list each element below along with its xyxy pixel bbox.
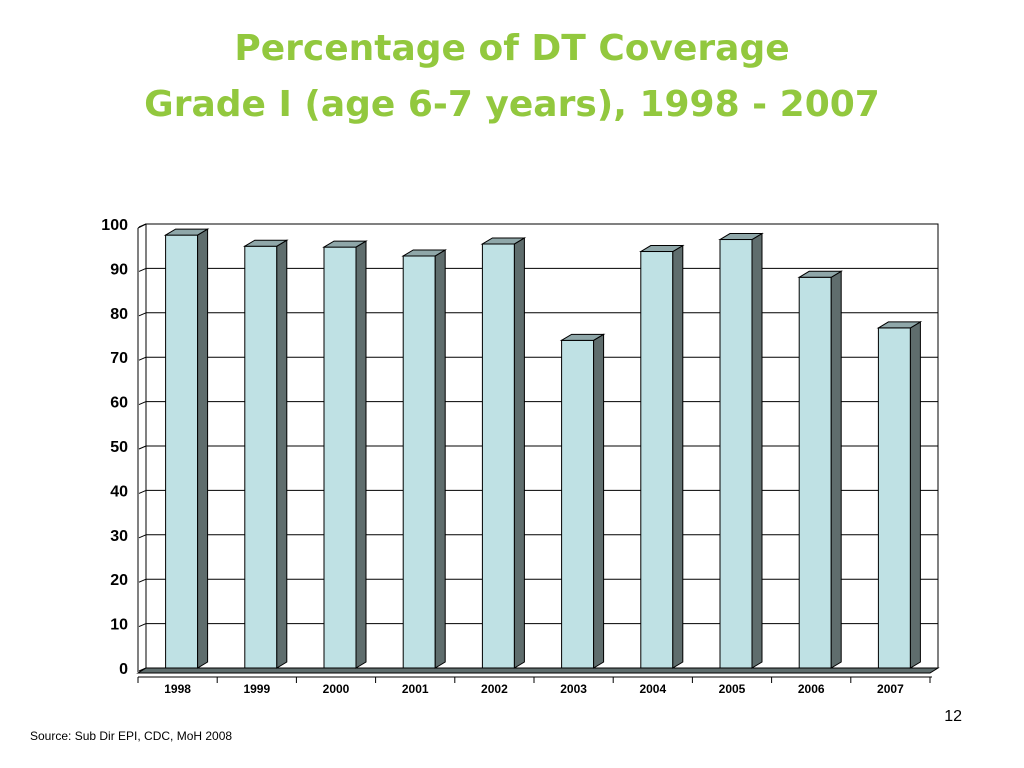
bar-side	[197, 228, 209, 669]
page-number: 12	[944, 708, 962, 725]
bar-top	[638, 245, 685, 253]
y-tick	[138, 267, 147, 272]
y-tick	[138, 312, 147, 317]
chart-title-line-2: Grade I (age 6-7 years), 1998 - 2007	[144, 84, 880, 125]
y-tick-label: 70	[110, 350, 128, 367]
bar-front	[481, 243, 515, 669]
x-tick-label: 2003	[560, 682, 587, 696]
y-tick-label: 80	[110, 306, 128, 323]
bar-side	[751, 232, 763, 669]
bar-top	[401, 249, 448, 257]
y-tick-label: 10	[110, 617, 128, 634]
y-tick-label: 30	[110, 528, 128, 545]
bar-front	[561, 339, 595, 669]
y-tick	[138, 356, 147, 361]
y-tick-label: 40	[110, 483, 128, 500]
bar-side	[513, 237, 525, 669]
x-tick-label: 2000	[323, 682, 350, 696]
bar-front	[798, 276, 832, 669]
y-tick	[138, 623, 147, 628]
y-tick-label: 20	[110, 572, 128, 589]
bar-front	[640, 251, 674, 669]
bar-front	[165, 234, 199, 669]
y-axis-top	[137, 223, 147, 229]
y-tick	[138, 401, 147, 406]
bar-side	[830, 270, 842, 669]
bar-top	[718, 233, 764, 241]
y-tick	[138, 489, 147, 494]
y-tick	[138, 445, 147, 450]
y-tick-label: 50	[110, 439, 128, 456]
bar-front	[719, 239, 753, 669]
bar-side	[276, 239, 288, 669]
bar-top	[163, 228, 210, 236]
x-tick-label: 2004	[639, 682, 666, 696]
source-note: Source: Sub Dir EPI, CDC, MoH 2008	[30, 729, 233, 743]
bar-side	[593, 333, 605, 669]
y-tick-label: 60	[110, 395, 128, 412]
bar-top	[242, 239, 289, 247]
bar-top	[797, 270, 844, 278]
y-tick-label: 100	[101, 217, 128, 234]
bar-top	[480, 237, 527, 245]
chart-title-line-1: Percentage of DT Coverage	[234, 28, 790, 69]
bar-side	[909, 321, 921, 669]
bar-top	[559, 333, 606, 341]
x-tick-label: 1998	[164, 682, 191, 696]
bar-top	[322, 240, 368, 248]
bar-side	[434, 249, 446, 669]
x-tick-label: 2002	[481, 682, 508, 696]
bar-side	[672, 244, 684, 669]
x-tick-label: 2007	[877, 682, 904, 696]
x-tick-label: 2001	[402, 682, 429, 696]
bar-top	[876, 321, 923, 329]
bar-side	[355, 240, 367, 669]
y-tick	[138, 534, 147, 539]
x-tick-label: 2006	[798, 682, 825, 696]
y-tick-label: 90	[110, 261, 128, 278]
y-tick-label: 0	[119, 661, 128, 678]
x-tick-label: 2005	[719, 682, 746, 696]
bar-front	[244, 245, 278, 669]
y-tick	[138, 578, 147, 583]
chart-floor	[136, 667, 940, 674]
bar-front	[877, 327, 911, 669]
bar-front	[323, 246, 357, 669]
bar-front	[402, 255, 436, 669]
x-tick-label: 1999	[243, 682, 270, 696]
